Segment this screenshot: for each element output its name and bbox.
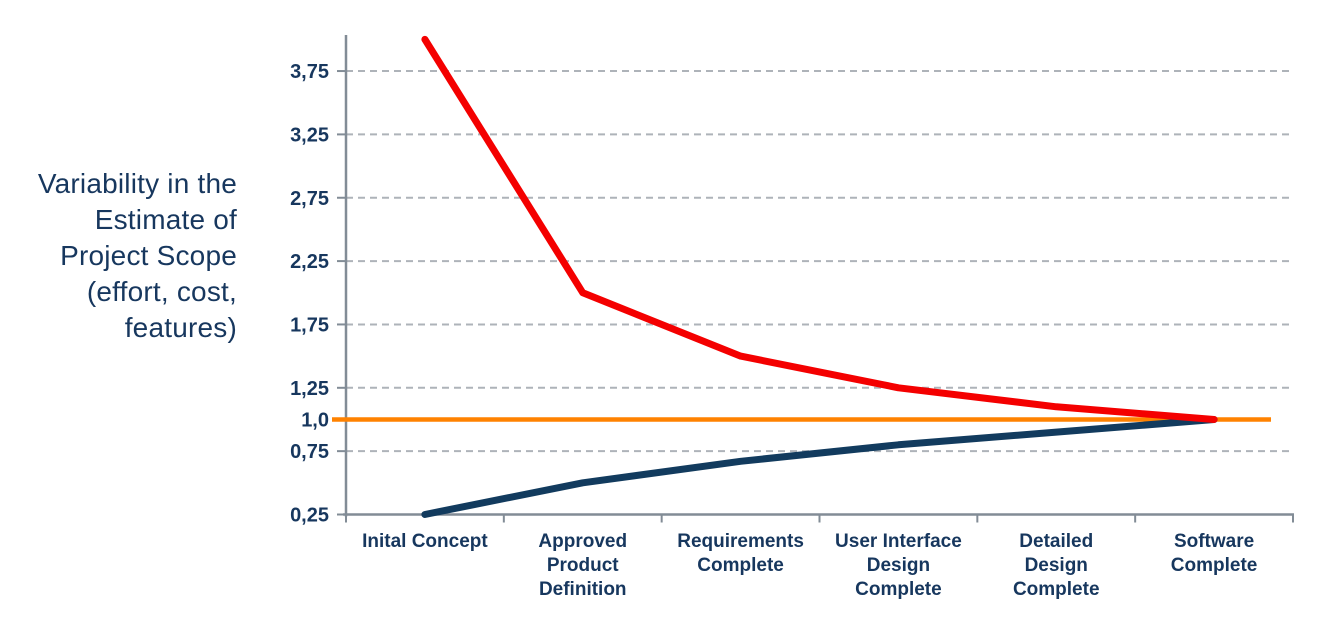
y-tick-label: 0,25 [290,505,329,527]
x-category-label-line: Software [1174,531,1254,552]
x-category-label: Software Complete [1171,531,1258,576]
upper-estimate-line [421,35,1218,423]
x-category-label: Requirements Complete [677,531,804,576]
y-tick-label: 0,75 [290,441,329,463]
x-category-label-line: Product [547,555,619,576]
x-category-label-line: Complete [697,555,784,576]
x-category-label-line: Design [1025,555,1088,576]
y-axis-title-line: (effort, cost, [86,276,237,307]
x-category-label: User Interface Design Complete [835,531,962,600]
x-category-label-line: Detailed [1019,531,1093,552]
y-tick-label: 3,25 [290,124,329,146]
y-axis-title-line: features) [124,312,237,343]
y-axis-title-line: Estimate of [94,204,237,235]
y-axis-title-line: Variability in the [37,168,237,199]
x-category-label-line: User Interface [835,531,962,552]
x-category-label: Inital Concept [362,531,488,552]
x-category-label-line: Inital Concept [362,531,488,552]
x-category-label-line: Complete [1171,555,1258,576]
y-tick-label: 2,75 [290,188,329,210]
y-axis-title: Variability in the Estimate of Project Sco… [0,166,237,346]
x-category-label-line: Definition [539,579,627,600]
x-category-label-line: Requirements [677,531,804,552]
y-tick-label: 3,75 [290,61,329,83]
lower-estimate-line [421,416,1218,518]
x-category-label-line: Complete [1013,579,1100,600]
y-tick-label: 1,0 [301,409,329,431]
x-category-label-line: Complete [855,579,942,600]
y-axis-title-line: Project Scope [60,240,237,271]
y-tick-label: 1,75 [290,314,329,336]
x-category-label: Approved Product Definition [538,531,627,600]
x-category-label-line: Design [867,555,930,576]
y-tick-label: 1,25 [290,378,329,400]
x-category-label-line: Approved [538,531,627,552]
y-tick-label: 2,25 [290,251,329,273]
x-category-label: Detailed Design Complete [1013,531,1100,600]
